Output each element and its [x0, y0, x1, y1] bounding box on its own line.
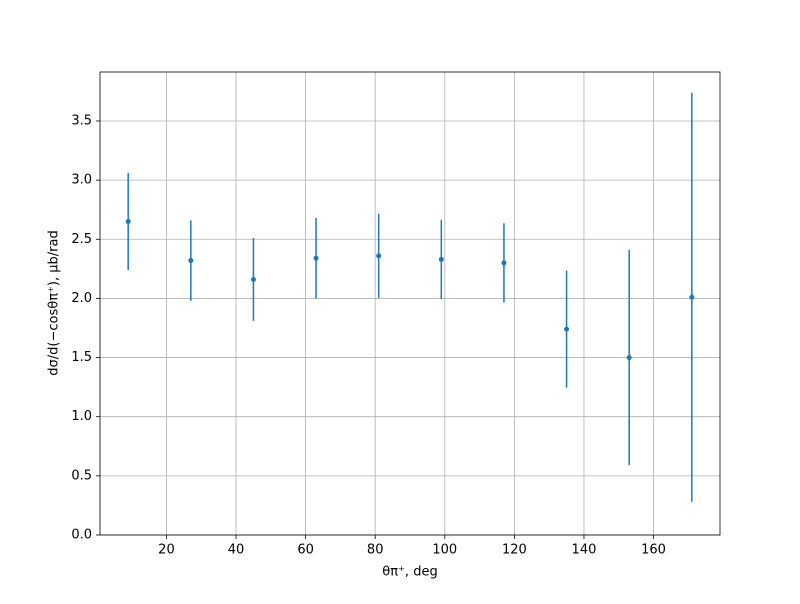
y-tick-label: 2.0	[71, 291, 92, 306]
data-point	[689, 294, 695, 300]
y-tick-label: 3.0	[71, 173, 92, 188]
y-tick-label: 3.5	[71, 113, 92, 128]
x-tick-label: 80	[367, 543, 384, 558]
y-tick-label: 1.0	[71, 409, 92, 424]
y-tick-label: 0.0	[71, 528, 92, 543]
x-axis-label: θπ⁺, deg	[382, 565, 437, 580]
data-point	[125, 219, 131, 225]
plot-frame	[99, 71, 721, 536]
x-tick-label: 120	[502, 543, 527, 558]
data-point	[376, 253, 382, 259]
y-tick-label: 1.5	[71, 350, 92, 365]
x-tick-label: 140	[572, 543, 597, 558]
data-point	[313, 255, 319, 261]
x-tick-label: 60	[297, 543, 314, 558]
x-tick-label: 100	[432, 543, 457, 558]
data-point	[188, 258, 194, 264]
data-point	[501, 260, 507, 266]
y-tick-label: 2.5	[71, 232, 92, 247]
data-point	[564, 326, 570, 332]
y-tick-label: 0.5	[71, 468, 92, 483]
data-point	[250, 276, 256, 282]
x-tick-label: 160	[641, 543, 666, 558]
y-axis-label: dσ/d(−cosθπ⁺), μb/rad	[47, 230, 62, 375]
x-tick-label: 40	[228, 543, 245, 558]
x-tick-label: 20	[158, 543, 175, 558]
data-point	[438, 256, 444, 262]
data-point	[626, 355, 632, 361]
